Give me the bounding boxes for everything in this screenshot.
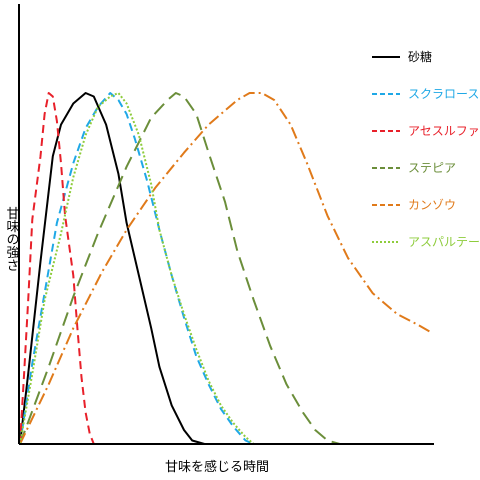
legend-entry-6: アスパルテーム [372, 235, 480, 249]
legend-entry-3: アセスルファムK [372, 124, 480, 138]
series-line-1 [19, 92, 205, 445]
legend-label-4: ステピア [408, 161, 456, 175]
plot-area [19, 92, 431, 445]
legend-label-2: スクラロース [408, 87, 479, 101]
legend-label-3: アセスルファムK [408, 124, 480, 138]
legend-label-6: アスパルテーム [408, 235, 480, 249]
series-line-5 [19, 92, 431, 445]
y-axis-label: 甘味の強さ [4, 207, 20, 272]
series-line-4 [19, 92, 341, 445]
legend-label-1: 砂糖 [408, 49, 432, 64]
series-line-2 [19, 92, 255, 445]
x-axis-label: 甘味を感じる時間 [165, 459, 269, 475]
legend-entry-1: 砂糖 [372, 49, 432, 64]
legend: 砂糖スクラロースアセスルファムK ステピアカンゾウアスパルテーム [372, 49, 480, 249]
legend-entry-5: カンゾウ [372, 198, 456, 212]
series-line-6 [19, 92, 258, 445]
legend-entry-2: スクラロース [372, 87, 479, 101]
series-line-3 [19, 92, 95, 445]
legend-label-5: カンゾウ [408, 198, 456, 212]
legend-entry-4: ステピア [372, 161, 456, 175]
